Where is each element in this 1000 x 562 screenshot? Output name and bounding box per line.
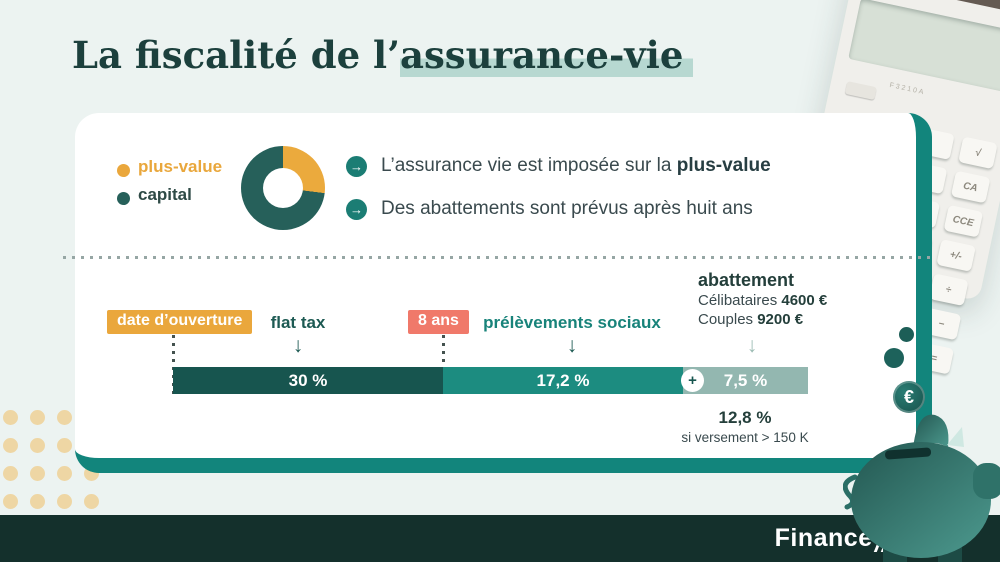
calculator-model-text: F3210A (888, 81, 926, 97)
coin-medium-icon (884, 348, 904, 368)
legend-label-capital: capital (138, 185, 192, 204)
bullet-item-1: L’assurance vie est imposée sur la plus-… (381, 155, 771, 177)
dotted-divider (63, 256, 932, 259)
social-levies-label: prélèvements sociaux (483, 313, 661, 332)
logo-text-finance: Finance (774, 524, 873, 552)
legend-label-plus-value: plus-value (138, 157, 223, 176)
arrow-right-icon: → (346, 156, 367, 177)
legend-dot-plus-value (117, 164, 130, 177)
footer-bar: Finance Héros (0, 515, 1000, 562)
calculator-solar-panel (950, 0, 1000, 15)
arrow-right-icon: → (346, 199, 367, 220)
calculator-display (848, 0, 1000, 94)
legend-dot-capital (117, 192, 130, 205)
abattement-couple-line: Couples 9200 € (698, 310, 918, 329)
piggy-bank-icon (843, 414, 1000, 562)
sqrt-key-icon: √ (957, 136, 998, 170)
page-title: La fiscalité de l’assurance-vie (72, 33, 694, 77)
bullet-1-text: L’assurance vie est imposée sur la (381, 155, 677, 176)
abattement-block: abattement Célibataires 4600 € Couples 9… (698, 270, 918, 329)
euro-coin-icon: € (893, 381, 925, 413)
abattement-title: abattement (698, 270, 795, 290)
content-card: plus-value capital → L’assurance vie est… (75, 113, 932, 473)
abattement-single-line: Célibataires 4600 € (698, 291, 918, 310)
down-arrow-icon: ↓ (566, 334, 578, 357)
single-label: Célibataires (698, 292, 782, 309)
couple-value: 9200 € (757, 311, 804, 328)
euro-glyph: € (903, 386, 914, 407)
title-highlighted: assurance-vie (399, 33, 694, 77)
down-arrow-icon: ↓ (746, 334, 758, 357)
tax-rate-bar: 30 % 17,2 % 7,5 % (173, 367, 808, 394)
high-deposit-note: 12,8 % si versement > 150 K (670, 408, 820, 445)
note-caption: si versement > 150 K (681, 430, 809, 445)
flat-tax-label: flat tax (270, 313, 326, 332)
open-date-marker-line (172, 335, 175, 397)
eight-years-marker-line (442, 335, 445, 397)
open-date-badge: date d’ouverture (107, 310, 253, 334)
cce-key: CCE (943, 204, 984, 238)
arrow-right-glyph: → (350, 159, 363, 174)
ca-key: CA (950, 170, 991, 204)
single-value: 4600 € (781, 292, 828, 309)
bullet-item-2: Des abattements sont prévus après huit a… (381, 198, 753, 219)
bar-segment-social-levies: 17,2 % (443, 367, 683, 394)
bar-segment-flat-tax: 30 % (173, 367, 443, 394)
title-plain: La fiscalité de l’ (72, 33, 400, 77)
coin-small-icon (899, 327, 914, 342)
arrow-right-glyph: → (350, 202, 363, 217)
note-rate: 12,8 % (718, 408, 772, 427)
couple-label: Couples (698, 311, 758, 328)
eight-years-badge: 8 ans (408, 310, 469, 334)
donut-chart (241, 146, 325, 230)
bullet-1-bold: plus-value (676, 155, 771, 176)
down-arrow-icon: ↓ (292, 334, 304, 357)
plus-icon: + (681, 369, 704, 392)
calculator-switch (844, 81, 877, 101)
divide-key: ÷ (928, 273, 969, 307)
plusminus-key: +/- (935, 239, 976, 272)
